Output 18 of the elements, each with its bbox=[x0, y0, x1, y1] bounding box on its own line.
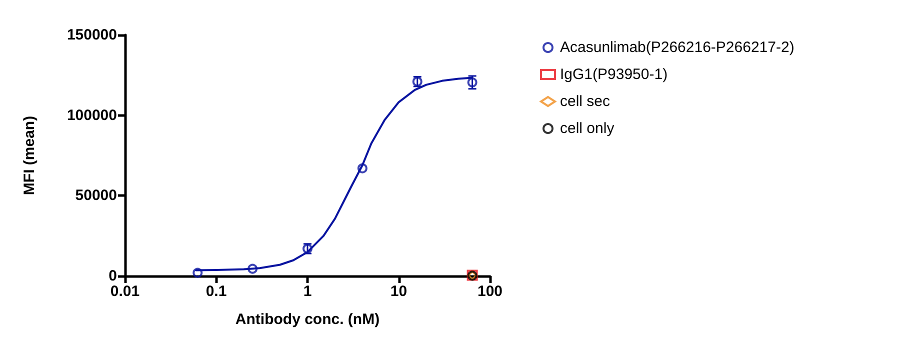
x-tick-label: 100 bbox=[477, 283, 503, 300]
x-tick-label: 0.01 bbox=[110, 283, 140, 300]
point bbox=[248, 264, 258, 274]
y-tick-label: 150000 bbox=[66, 26, 117, 44]
x-axis-title: Antibody conc. (nM) bbox=[235, 311, 380, 328]
x-tick-label: 1 bbox=[303, 283, 312, 300]
legend-label: cell sec bbox=[560, 93, 611, 110]
y-tick-label: 50000 bbox=[75, 187, 117, 204]
point bbox=[192, 268, 203, 278]
x-tick-label: 0.1 bbox=[206, 283, 227, 300]
point bbox=[357, 163, 368, 174]
legend-label: cell only bbox=[560, 120, 615, 137]
y-tick-label: 100000 bbox=[66, 106, 117, 124]
legend-label: IgG1(P93950-1) bbox=[560, 66, 668, 83]
x-tick-label: 10 bbox=[390, 283, 408, 300]
y-tick-label: 0 bbox=[108, 268, 117, 284]
y-axis-title: MFI (mean) bbox=[21, 116, 38, 196]
legend-label: Acasunlimab(P266216-P266217-2) bbox=[560, 39, 794, 56]
